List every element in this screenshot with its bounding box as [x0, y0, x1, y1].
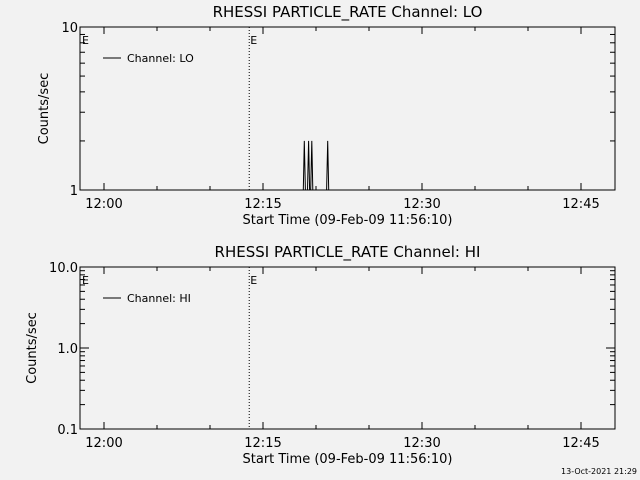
panel2-x-tick-label: 12:45 [562, 436, 599, 451]
panel1-legend-label: Channel: LO [127, 52, 194, 65]
panel1-left-event-marker: E [82, 34, 89, 47]
panel1-y-tick-label: 1 [70, 184, 78, 199]
panel1-x-tick-label: 12:15 [244, 197, 281, 212]
panel1-title: RHESSI PARTICLE_RATE Channel: LO [213, 3, 483, 22]
panel2-y-tick-label: 10.0 [49, 261, 78, 276]
timestamp: 13-Oct-2021 21:29 [561, 467, 637, 476]
panel1-event-label: E [250, 34, 257, 47]
panel1-x-tick-label: 12:00 [85, 197, 122, 212]
panel2-x-tick-label: 12:30 [403, 436, 440, 451]
panel1-y-axis-label: Counts/sec [37, 73, 52, 145]
panel1-y-tick-label: 10 [61, 21, 78, 36]
panel2-y-tick-label: 1.0 [57, 342, 78, 357]
panel1-x-axis-label: Start Time (09-Feb-09 11:56:10) [243, 213, 453, 228]
panel2-x-tick-label: 12:15 [244, 436, 281, 451]
panel2-left-event-marker: E [82, 274, 89, 287]
panel2-legend-label: Channel: HI [127, 292, 191, 305]
panel2-event-label: E [250, 274, 257, 287]
panel2-y-tick-label: 0.1 [57, 423, 78, 438]
panel1-x-tick-label: 12:30 [403, 197, 440, 212]
panel2-title: RHESSI PARTICLE_RATE Channel: HI [215, 243, 481, 262]
panel2-x-tick-label: 12:00 [85, 436, 122, 451]
panel2-x-axis-label: Start Time (09-Feb-09 11:56:10) [243, 452, 453, 467]
panel1-series-line-0 [302, 140, 615, 190]
panel1-x-tick-label: 12:45 [562, 197, 599, 212]
panel2-y-axis-label: Counts/sec [25, 312, 40, 384]
